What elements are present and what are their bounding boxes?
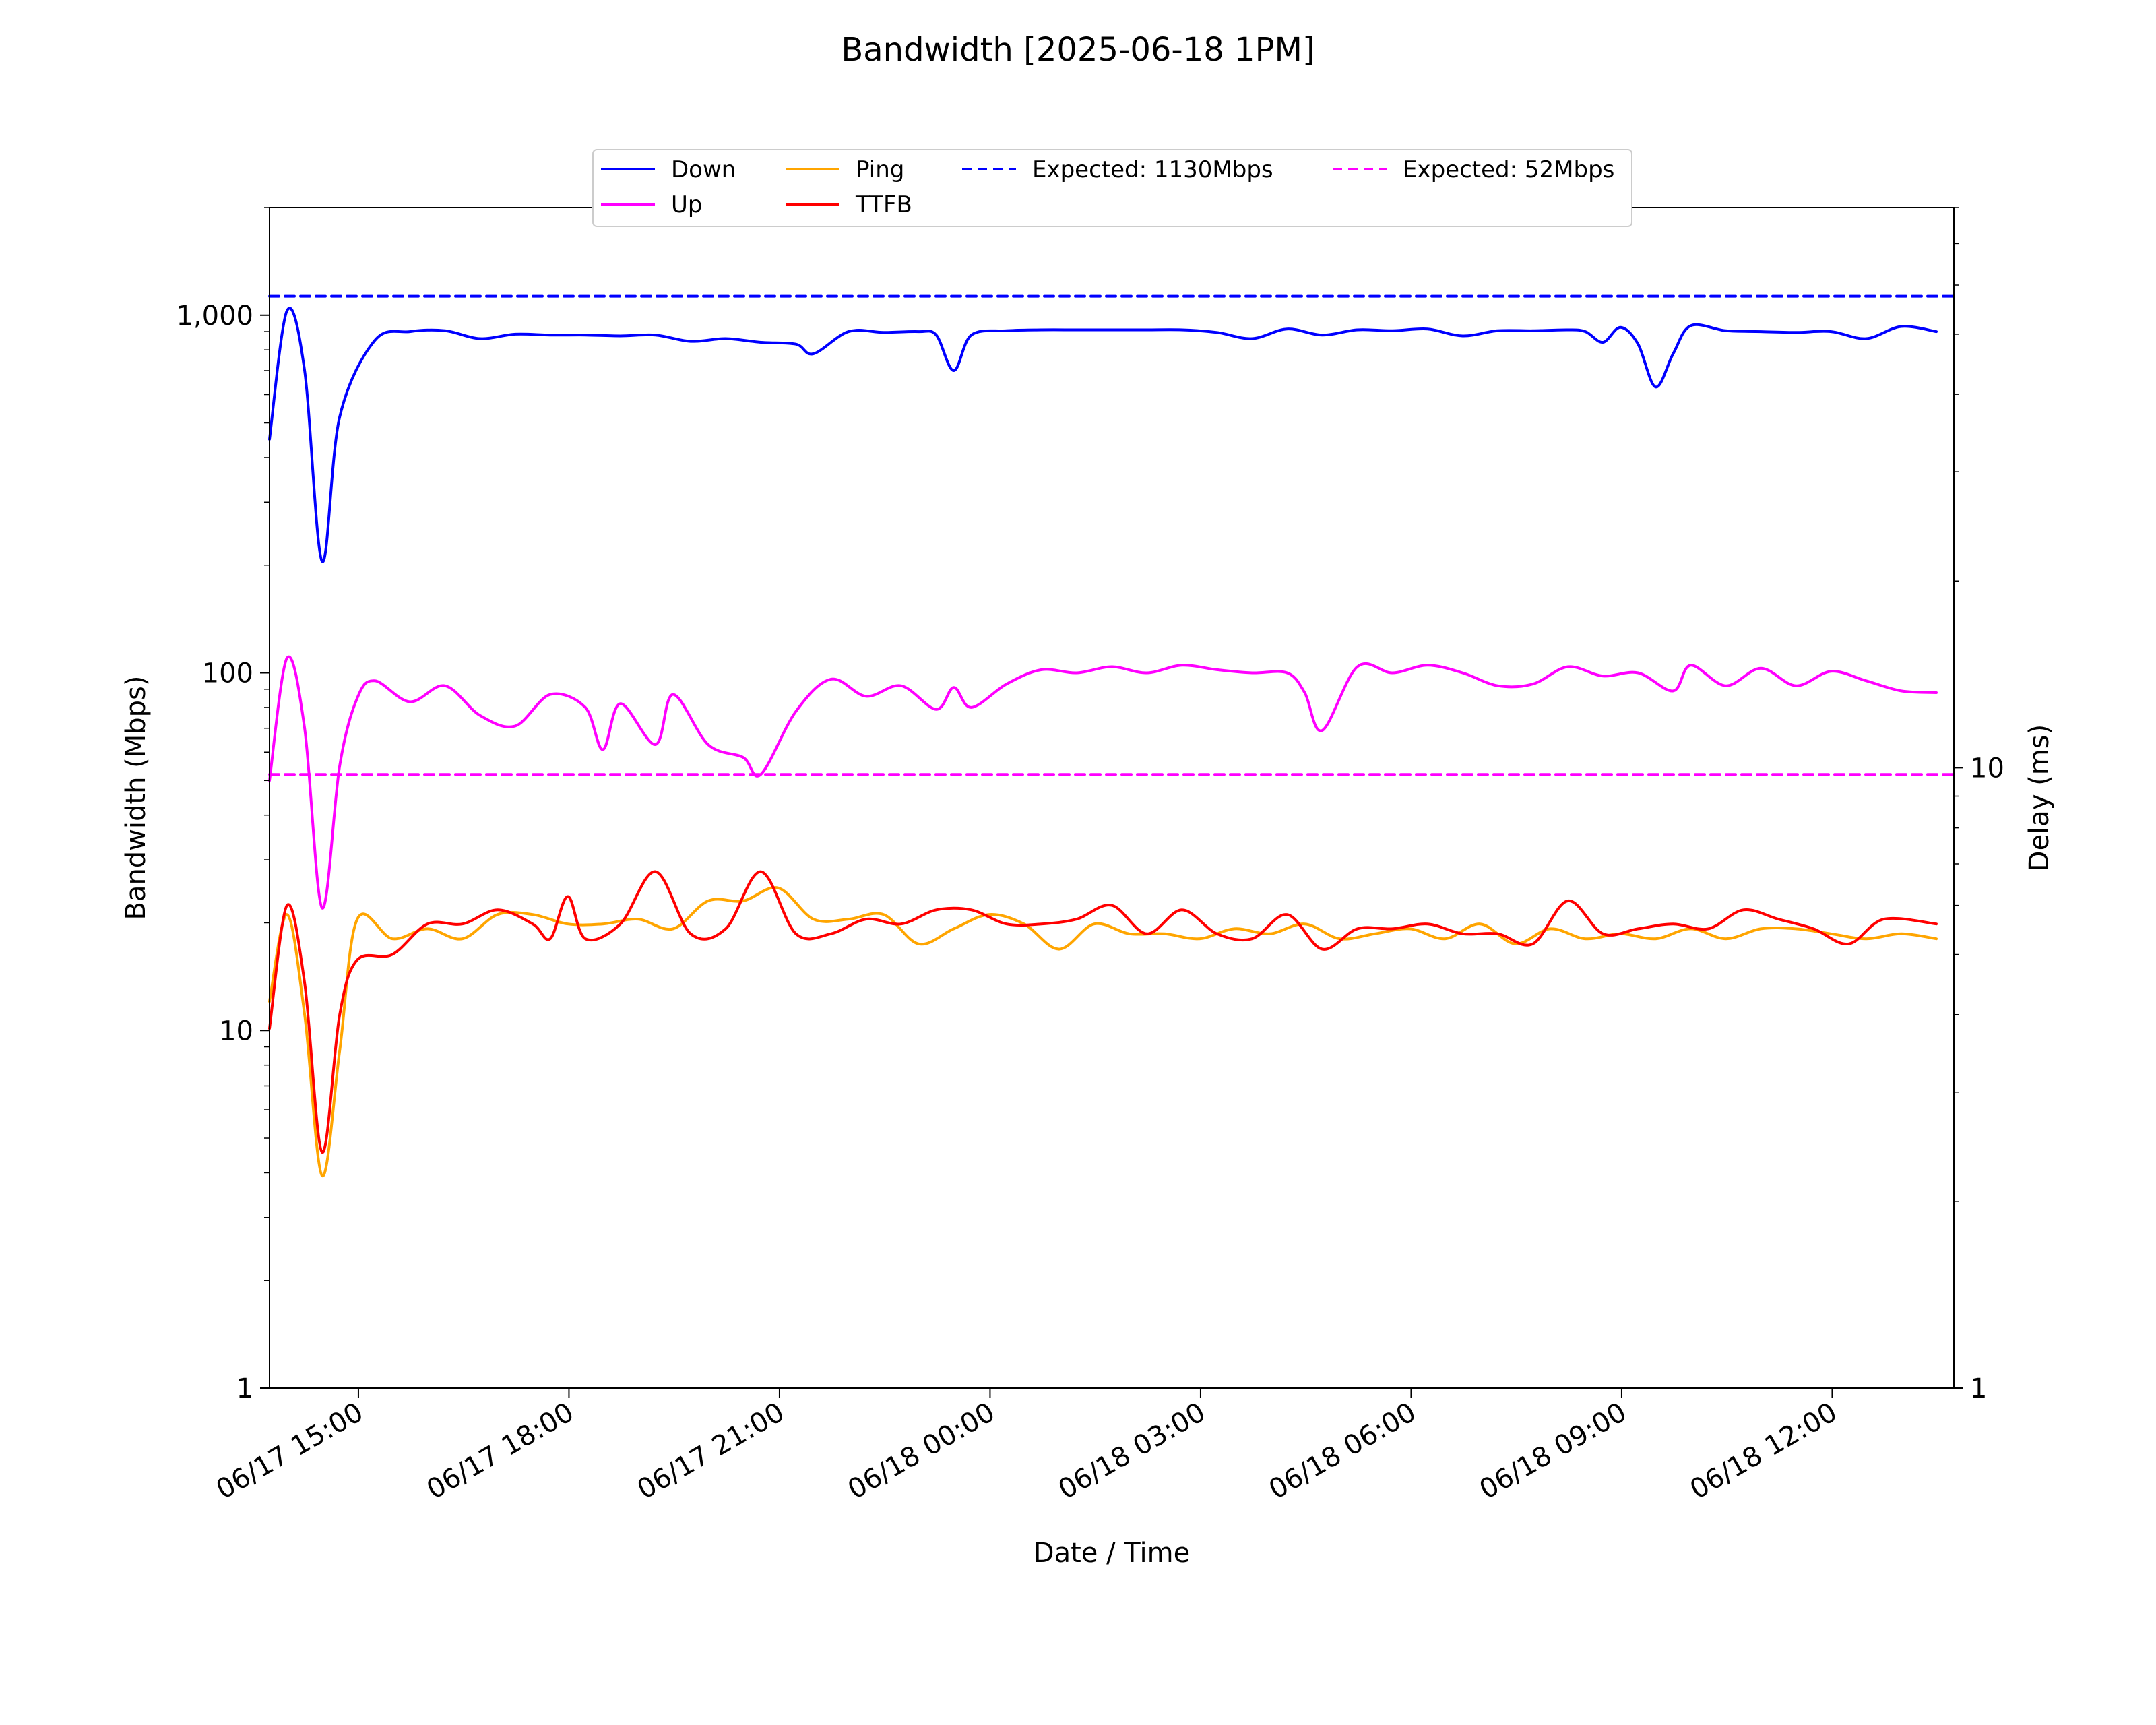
chart-title: Bandwidth [2025-06-18 1PM] bbox=[841, 31, 1314, 69]
legend-label-ping: Ping bbox=[856, 156, 904, 183]
y-axis-right: 1 10 bbox=[1954, 207, 2004, 1404]
series-line-down bbox=[268, 307, 1938, 563]
x-axis-label: Date / Time bbox=[1034, 1538, 1190, 1569]
legend-label-down: Down bbox=[671, 156, 736, 183]
y-tick-label: 100 bbox=[202, 658, 253, 689]
y-tick-label: 10 bbox=[219, 1015, 253, 1046]
y-axis-left: 1 10 100 1,000 bbox=[176, 207, 270, 1404]
legend-label-expected-1130mbps: Expected: 1130Mbps bbox=[1032, 156, 1273, 183]
y-axis-label: Bandwidth (Mbps) bbox=[121, 675, 152, 920]
y-tick-label: 1 bbox=[236, 1373, 253, 1404]
series-line-up bbox=[268, 655, 1938, 910]
legend-label-expected-52mbps: Expected: 52Mbps bbox=[1403, 156, 1614, 183]
y2-tick-label: 1 bbox=[1970, 1373, 1987, 1404]
series-line-ttfb bbox=[268, 870, 1938, 1154]
series-layer bbox=[268, 294, 1955, 1177]
legend: Down Up Ping TTFB Expected: 1130Mbps Expected… bbox=[592, 149, 1632, 227]
y2-axis-label: Delay (ms) bbox=[2024, 724, 2055, 871]
legend-label-ttfb: TTFB bbox=[855, 191, 912, 218]
y2-tick-label: 10 bbox=[1970, 753, 2004, 784]
legend-label-up: Up bbox=[671, 191, 702, 218]
y-tick-label: 1,000 bbox=[176, 301, 253, 332]
